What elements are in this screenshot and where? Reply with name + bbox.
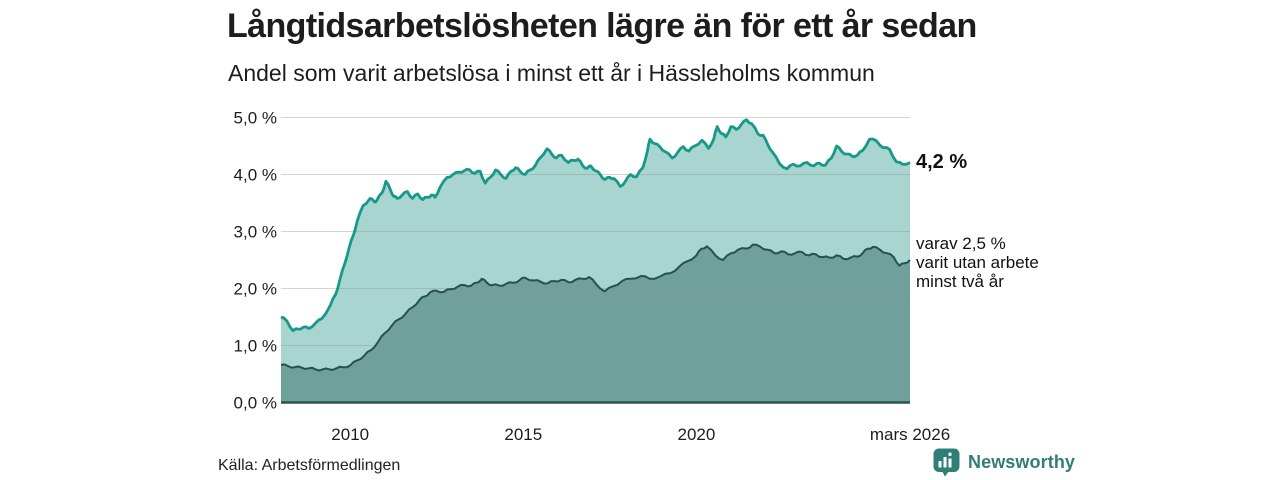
x-tick-label: 2015 <box>504 425 542 444</box>
y-tick-label: 1,0 % <box>234 337 277 356</box>
newsworthy-logo: Newsworthy <box>933 448 1075 477</box>
x-tick-label: 2020 <box>677 425 715 444</box>
line-two-year <box>280 243 911 372</box>
annotation-two-year-line3: minst två år <box>916 272 1004 291</box>
y-tick-label: 5,0 % <box>234 109 277 128</box>
newsworthy-logo-icon <box>933 448 960 477</box>
y-tick-label: 0,0 % <box>234 394 277 413</box>
y-tick-label: 3,0 % <box>234 223 277 242</box>
x-tick-label: mars 2026 <box>870 425 950 444</box>
y-tick-label: 4,0 % <box>234 166 277 185</box>
annotation-total-value: 4,2 % <box>916 151 968 173</box>
area-two-year <box>281 244 910 403</box>
newsworthy-logo-text: Newsworthy <box>968 452 1076 472</box>
page-subtitle: Andel som varit arbetslösa i minst ett å… <box>228 60 875 86</box>
x-tick-label: 2010 <box>331 425 369 444</box>
line-total <box>280 118 911 333</box>
annotation-two-year: varav 2,5 % varit utan arbete minst två … <box>916 234 1039 291</box>
annotation-two-year-line1: varav 2,5 % <box>916 234 1006 253</box>
annotation-two-year-line2: varit utan arbete <box>916 253 1039 272</box>
y-tick-label: 2,0 % <box>234 280 277 299</box>
source-note: Källa: Arbetsförmedlingen <box>218 457 401 474</box>
page-title: Långtidsarbetslösheten lägre än för ett … <box>227 7 977 45</box>
